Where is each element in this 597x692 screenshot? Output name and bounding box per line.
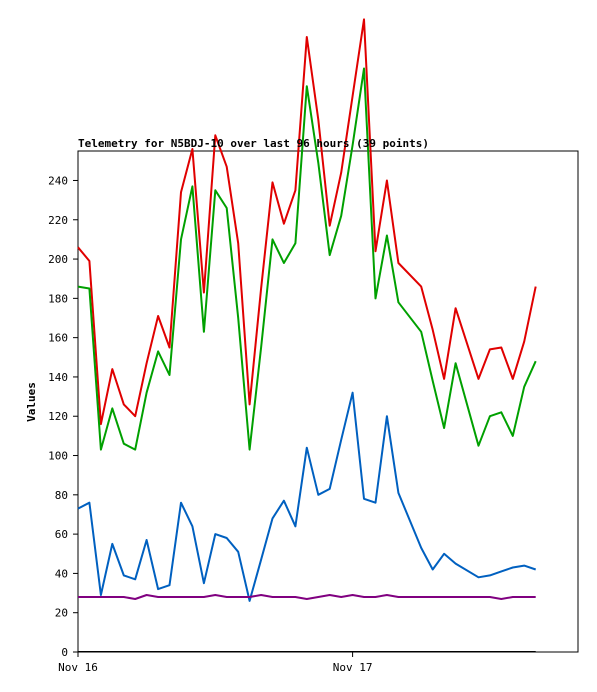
series-line-1 [77, 18, 537, 426]
y-tick-label: 60 [55, 528, 68, 541]
y-tick-label: 200 [48, 253, 68, 266]
series-line-2 [77, 67, 537, 451]
series-line-4 [78, 594, 536, 600]
series-layer [77, 18, 537, 652]
y-tick-label: 220 [48, 214, 68, 227]
x-tick-label: Nov 17 [333, 661, 373, 674]
y-tick-label: 240 [48, 174, 68, 187]
y-axis: 0 20 40 60 80 100 120 140 160 180 200 220 240 [48, 174, 78, 659]
y-tick-label: 140 [48, 371, 68, 384]
y-tick-label: 120 [48, 410, 68, 423]
series-line-3 [77, 391, 537, 602]
chart-title: Telemetry for N5BDJ-10 over last 96 hour… [78, 137, 429, 150]
y-axis-label: Values [25, 382, 38, 422]
y-tick-label: 80 [55, 489, 68, 502]
y-tick-label: 20 [55, 607, 68, 620]
x-axis: Nov 16 Nov 17 [58, 652, 372, 674]
x-tick-label: Nov 16 [58, 661, 98, 674]
y-tick-label: 0 [61, 646, 68, 659]
y-tick-label: 160 [48, 332, 68, 345]
y-tick-label: 40 [55, 567, 68, 580]
y-tick-label: 180 [48, 292, 68, 305]
plot-area [77, 150, 579, 653]
y-tick-label: 100 [48, 450, 68, 463]
